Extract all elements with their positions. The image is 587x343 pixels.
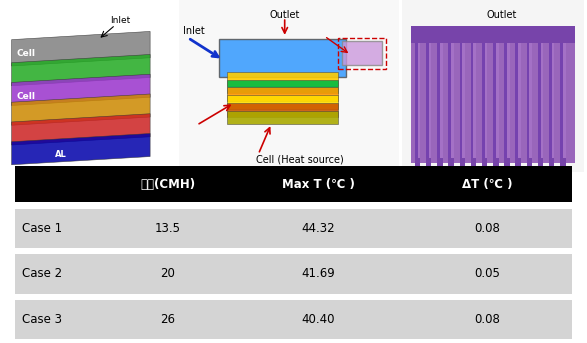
Text: Max T (℃ ): Max T (℃ ) xyxy=(282,178,355,191)
Bar xyxy=(552,43,555,163)
Bar xyxy=(527,43,529,163)
Bar xyxy=(504,158,510,168)
Bar xyxy=(101,209,235,248)
Bar xyxy=(538,158,543,168)
Bar xyxy=(504,43,507,163)
Text: ΔT (℃ ): ΔT (℃ ) xyxy=(462,178,512,191)
Text: 40.40: 40.40 xyxy=(302,313,335,326)
Polygon shape xyxy=(12,32,150,66)
Bar xyxy=(471,43,474,163)
Polygon shape xyxy=(12,55,150,86)
Polygon shape xyxy=(12,94,150,125)
Bar xyxy=(417,43,420,163)
Bar xyxy=(402,166,572,202)
Text: Inlet: Inlet xyxy=(183,26,205,36)
Bar xyxy=(507,43,510,163)
Text: 20: 20 xyxy=(161,268,176,280)
Bar xyxy=(235,166,402,202)
Bar xyxy=(527,158,532,168)
Text: 0.05: 0.05 xyxy=(474,268,500,280)
FancyBboxPatch shape xyxy=(342,41,382,65)
Bar xyxy=(402,300,572,339)
Bar xyxy=(482,158,487,168)
Text: Outlet: Outlet xyxy=(269,10,300,20)
Bar xyxy=(563,43,566,163)
Bar xyxy=(402,209,572,248)
Bar xyxy=(235,300,402,339)
Bar xyxy=(460,158,465,168)
Bar xyxy=(415,158,420,168)
Bar xyxy=(451,43,454,163)
Bar xyxy=(402,254,572,294)
Text: 유량(CMH): 유량(CMH) xyxy=(140,178,195,191)
Bar xyxy=(429,43,431,163)
Bar xyxy=(437,43,440,163)
Text: 41.69: 41.69 xyxy=(302,268,335,280)
Bar xyxy=(448,43,451,163)
Text: Cell: Cell xyxy=(17,49,36,58)
Bar xyxy=(518,43,521,163)
Bar xyxy=(101,254,235,294)
Bar xyxy=(101,300,235,339)
Bar xyxy=(15,254,101,294)
Polygon shape xyxy=(411,26,575,43)
Bar xyxy=(415,43,417,163)
Bar xyxy=(482,43,485,163)
Polygon shape xyxy=(227,95,338,109)
Bar xyxy=(538,43,541,163)
Bar xyxy=(101,166,235,202)
Text: Case 2: Case 2 xyxy=(22,268,62,280)
Bar xyxy=(549,43,552,163)
Bar xyxy=(426,158,431,168)
Bar xyxy=(437,158,443,168)
FancyBboxPatch shape xyxy=(218,39,346,77)
Bar xyxy=(529,43,532,163)
Bar xyxy=(485,43,487,163)
Bar xyxy=(515,158,521,168)
Bar xyxy=(496,43,498,163)
Bar xyxy=(15,300,101,339)
Text: Case 1: Case 1 xyxy=(22,222,62,235)
Bar xyxy=(15,166,101,202)
Bar xyxy=(560,43,563,163)
Text: 44.32: 44.32 xyxy=(302,222,335,235)
Text: 0.08: 0.08 xyxy=(474,313,500,326)
Text: 0.08: 0.08 xyxy=(474,222,500,235)
Text: 26: 26 xyxy=(160,313,176,326)
Polygon shape xyxy=(227,103,338,117)
Bar xyxy=(463,43,465,163)
Bar xyxy=(493,43,496,163)
Text: Inlet: Inlet xyxy=(110,16,130,25)
Bar xyxy=(15,209,101,248)
Bar xyxy=(541,43,543,163)
Polygon shape xyxy=(227,87,338,101)
Text: 13.5: 13.5 xyxy=(155,222,181,235)
Text: Outlet: Outlet xyxy=(487,10,517,20)
Bar xyxy=(460,43,463,163)
Bar xyxy=(426,43,429,163)
Bar xyxy=(493,158,498,168)
Bar xyxy=(411,26,575,163)
Bar xyxy=(560,158,566,168)
Text: Cell (Heat source): Cell (Heat source) xyxy=(257,155,344,165)
Bar xyxy=(235,254,402,294)
Bar xyxy=(471,158,476,168)
Bar xyxy=(448,158,454,168)
Polygon shape xyxy=(227,80,338,93)
Bar xyxy=(440,43,443,163)
Bar xyxy=(235,209,402,248)
Bar xyxy=(549,158,555,168)
Polygon shape xyxy=(227,72,338,86)
Polygon shape xyxy=(12,74,150,106)
Polygon shape xyxy=(227,110,338,125)
Bar xyxy=(515,43,518,163)
Text: Cell: Cell xyxy=(17,92,36,101)
Polygon shape xyxy=(12,114,150,145)
Bar xyxy=(474,43,476,163)
Text: Case 3: Case 3 xyxy=(22,313,62,326)
Polygon shape xyxy=(12,133,150,165)
Text: AL: AL xyxy=(55,150,67,158)
